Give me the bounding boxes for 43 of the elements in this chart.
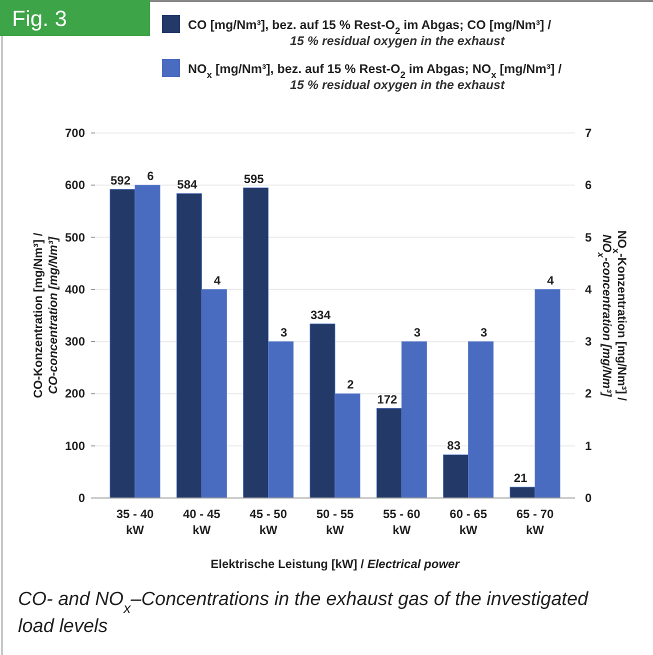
y2-tick-label: 6 <box>585 178 592 192</box>
y2-tick-label: 4 <box>585 282 592 296</box>
data-label: 595 <box>244 172 264 186</box>
data-label: 334 <box>310 308 331 322</box>
y-axis-title: CO-Konzentration [mg/Nm³] / CO-concentration [mg/Nm³] <box>31 232 60 398</box>
y-tick-label: 300 <box>64 334 86 349</box>
x-tick-label: 55 - 60 kW <box>382 507 421 537</box>
y-tick-label: 500 <box>64 230 86 244</box>
data-label: 21 <box>514 471 528 486</box>
x-axis-title: Elektrische Leistung [kW] / Electrical power <box>210 557 461 571</box>
x-tick-label: 60 - 65 kW <box>450 507 488 537</box>
y2-tick-label: 0 <box>585 491 592 505</box>
data-label: 3 <box>414 326 421 340</box>
x-tick-label: 40 - 45 kW <box>182 507 221 537</box>
x-tick-label: 45 - 50 kW <box>250 507 288 537</box>
x-tick-label: 35 - 40 kW <box>116 507 154 537</box>
data-label: 3 <box>480 326 488 340</box>
data-label: 4 <box>214 273 221 288</box>
legend-label: CO [mg/Nm³], bez. auf 15 % Rest-O$_{2}$ im Abgas; CO [mg/Nm³] / 15 % residual oxygen in the exhaust <box>188 18 552 48</box>
y2-tick-label: 7 <box>585 126 592 140</box>
y-tick-label: 700 <box>64 126 86 140</box>
y-tick-label: 200 <box>64 386 86 401</box>
legend-label: NO$_{x}$ [mg/Nm³], bez. auf 15 % Rest-O$_{2}$ im Abgas; NO$_{x}$ [mg/Nm³] / 15 % residual oxygen in the exhaust <box>188 62 562 92</box>
data-label: 2 <box>347 378 354 392</box>
y-tick-label: 400 <box>64 282 86 296</box>
data-label: 3 <box>280 326 288 340</box>
data-label: 584 <box>177 177 198 192</box>
data-label: 4 <box>547 273 554 288</box>
y-tick-label: 600 <box>64 178 86 192</box>
chart-title: Fig. 3 <box>12 6 68 31</box>
data-label: 83 <box>447 438 461 453</box>
y2-tick-label: 5 <box>585 230 592 244</box>
y2-tick-label: 1 <box>585 438 592 453</box>
data-label: 172 <box>377 392 398 406</box>
y2-tick-label: 2 <box>585 386 592 401</box>
data-label: 6 <box>147 169 154 184</box>
x-tick-label: 50 - 55 kW <box>316 507 354 537</box>
text: CO- and NO$_{x}$–Concentrations in the exhaust gas of the investigated load levels <box>18 589 588 637</box>
y-tick-label: 100 <box>64 438 86 453</box>
data-label: 592 <box>110 173 131 188</box>
x-tick-label: 65 - 70 kW <box>516 507 554 537</box>
y2-tick-label: 3 <box>585 334 592 349</box>
y-tick-label: 0 <box>78 491 86 505</box>
